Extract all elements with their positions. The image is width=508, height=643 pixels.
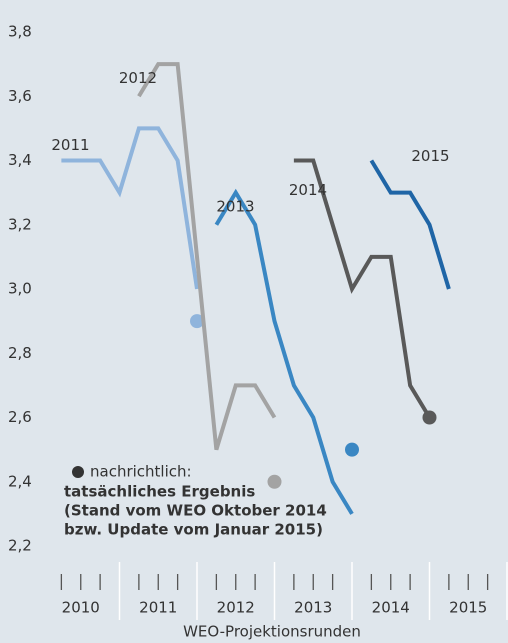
result-dot — [267, 474, 282, 489]
series-line — [214, 188, 354, 515]
x-axis-label: WEO-Projektionsrunden — [183, 623, 361, 641]
series-label: 2013 — [216, 197, 254, 215]
series-label: 2011 — [51, 136, 89, 154]
series-line — [369, 159, 451, 290]
result-dot — [345, 442, 359, 457]
y-tick-label: 3,4 — [8, 151, 32, 169]
series-label: 2014 — [289, 181, 327, 199]
x-tick-label: 2012 — [217, 599, 255, 617]
series-line — [61, 126, 199, 290]
series-line — [293, 158, 432, 419]
result-dot — [422, 410, 437, 425]
y-tick-label: 2,4 — [8, 472, 32, 490]
x-tick-label: 2013 — [294, 599, 332, 617]
x-tick-label: 2015 — [449, 599, 487, 617]
note-dot — [72, 466, 84, 478]
y-tick-label: 3,0 — [8, 280, 32, 298]
note-head: nachrichtlich: — [90, 463, 192, 481]
y-tick-label: 2,6 — [8, 408, 32, 426]
result-dot — [190, 314, 204, 329]
x-tick-label: 2014 — [372, 599, 410, 617]
y-tick-label: 3,8 — [8, 23, 32, 41]
series-label: 2015 — [411, 147, 449, 165]
x-tick-label: 2011 — [139, 599, 177, 617]
series-label: 2012 — [119, 69, 157, 87]
note-line: (Stand vom WEO Oktober 2014 — [64, 502, 327, 520]
x-tick-label: 2010 — [62, 599, 100, 617]
series-line — [137, 62, 277, 451]
note-line: bzw. Update vom Januar 2015) — [64, 521, 323, 539]
note-line: tatsächliches Ergebnis — [64, 483, 255, 501]
y-tick-label: 2,2 — [8, 537, 32, 555]
y-tick-label: 3,2 — [8, 215, 32, 233]
y-tick-label: 3,6 — [8, 87, 32, 105]
y-tick-label: 2,8 — [8, 344, 32, 362]
